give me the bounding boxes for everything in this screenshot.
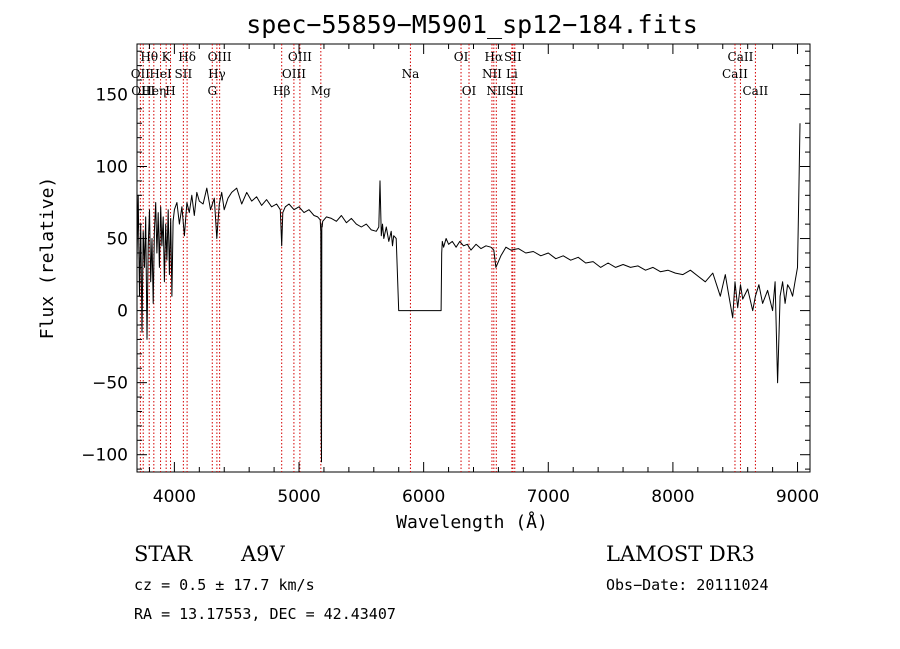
y-tick-label: −100 [81, 446, 128, 466]
line-marker-label: NII [482, 67, 502, 81]
line-marker-label: NII [486, 84, 506, 98]
redshift-value: cz = 0.5 ± 17.7 km/s [134, 576, 315, 594]
y-tick-label: 150 [96, 85, 128, 105]
line-marker-label: Na [402, 67, 420, 81]
object-type: STAR [134, 542, 193, 566]
line-marker-label: OI [454, 50, 469, 64]
x-tick-label: 7000 [527, 487, 570, 507]
line-marker-label: Hθ [140, 50, 158, 64]
line-marker-label: OI [462, 84, 477, 98]
line-marker-label: K [162, 50, 172, 64]
x-tick-label: 5000 [277, 487, 320, 507]
line-marker-label: SII [506, 84, 524, 98]
line-marker-label: Heη [141, 84, 166, 98]
x-axis-ticks: 4000 5000 6000 7000 8000 9000 [148, 44, 819, 507]
x-axis-label: Wavelength (Å) [396, 511, 548, 533]
x-tick-label: 8000 [651, 487, 694, 507]
line-marker-label: Hγ [208, 67, 226, 81]
line-marker-label: OIII [208, 50, 232, 64]
line-marker-label: Mg [311, 84, 331, 98]
line-marker-label: OIII [282, 67, 306, 81]
coordinates: RA = 13.17553, DEC = 42.43407 [134, 605, 396, 623]
line-marker-label: H [165, 84, 175, 98]
survey-name: LAMOST DR3 [606, 542, 755, 566]
y-tick-label: 50 [106, 230, 128, 250]
y-tick-label: −50 [92, 374, 128, 394]
y-tick-label: 0 [117, 302, 128, 322]
flux-series-line [136, 123, 801, 463]
line-marker-label: CaII [742, 84, 768, 98]
plot-frame [136, 43, 811, 473]
line-marker-label: Hα [485, 50, 504, 64]
line-marker-label: Li [506, 67, 518, 81]
line-marker-labels: HθOIIOIIIHeηHeIKHSIIHδGHγOIIIHβOIIIOIIIM… [131, 50, 769, 98]
line-marker-label: OIII [288, 50, 312, 64]
line-marker-label: G [207, 84, 217, 98]
x-tick-label: 9000 [776, 487, 819, 507]
line-marker-label: Hδ [178, 50, 196, 64]
line-marker-label: SII [175, 67, 193, 81]
line-marker-label: OII [131, 67, 151, 81]
x-tick-label: 4000 [153, 487, 196, 507]
line-marker-lines [139, 44, 756, 472]
line-marker-label: CaII [728, 50, 754, 64]
line-marker-label: HeI [149, 67, 172, 81]
y-axis-ticks: −100 −50 0 50 100 150 [81, 50, 810, 470]
y-tick-label: 100 [96, 157, 128, 177]
spectral-subclass: A9V [240, 542, 286, 566]
y-axis-label: Flux (relative) [37, 177, 58, 340]
line-marker-label: SII [504, 50, 522, 64]
x-tick-label: 6000 [402, 487, 445, 507]
line-marker-label: CaII [722, 67, 748, 81]
observation-date: Obs−Date: 20111024 [606, 576, 769, 594]
line-marker-label: Hβ [273, 84, 290, 98]
chart-title: spec−55859−M5901_sp12−184.fits [246, 10, 698, 39]
